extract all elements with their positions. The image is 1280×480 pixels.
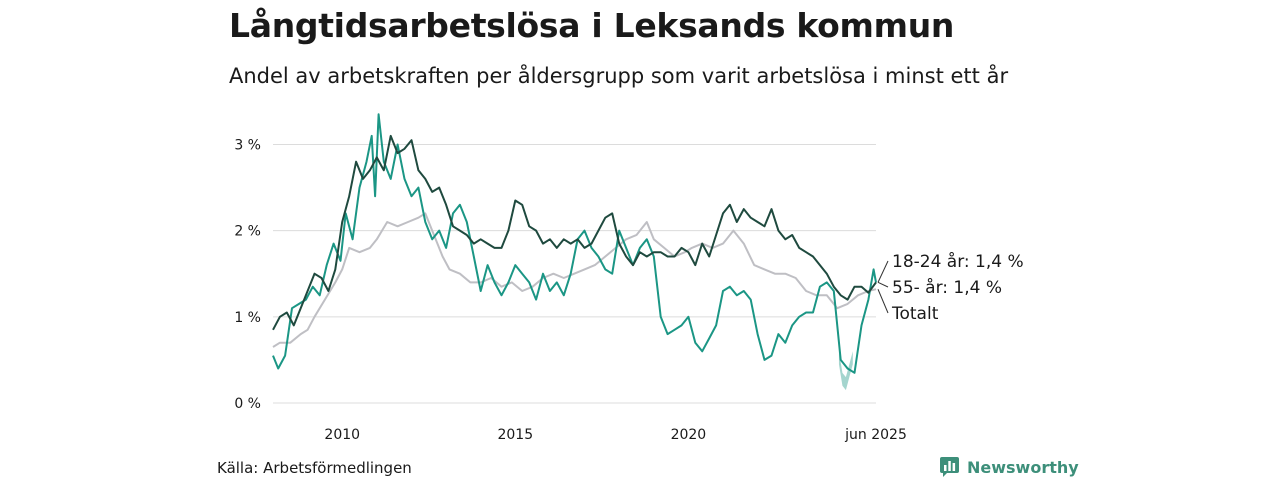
chart-subtitle: Andel av arbetskraften per åldersgrupp s… [229, 64, 1009, 88]
series-line-young [272, 113, 877, 374]
uncertainty-band [838, 351, 853, 391]
gridlines [273, 143, 876, 404]
y-tick-label: 3 % [234, 137, 261, 153]
series-label-old: 55- år: 1,4 % [892, 277, 1002, 298]
series-label-young: 18-24 år: 1,4 % [892, 251, 1024, 272]
y-tick-label: 2 % [234, 224, 261, 240]
leader-line-total [877, 289, 889, 314]
x-tick-label: 2020 [671, 427, 707, 443]
series-line-old [272, 134, 877, 331]
x-tick-label: jun 2025 [844, 427, 907, 443]
x-tick-label: 2010 [324, 427, 360, 443]
series-line-total [272, 212, 877, 348]
newsworthy-icon [940, 457, 959, 477]
y-tick-label: 1 % [234, 310, 261, 326]
series-lines [272, 113, 877, 374]
leader-line-young [877, 260, 889, 283]
uncertainty-band-layer [838, 351, 853, 391]
series-labels: Totalt 18-24 år: 1,4 % 55- år: 1,4 % [877, 251, 1024, 324]
x-tick-label: 2015 [497, 427, 533, 443]
source-note: Källa: Arbetsförmedlingen [217, 459, 412, 477]
y-tick-label: 0 % [234, 396, 261, 412]
newsworthy-logo[interactable]: Newsworthy [939, 456, 1079, 478]
chart-title: Långtidsarbetslösa i Leksands kommun [229, 6, 955, 45]
series-label-total: Totalt [891, 304, 939, 324]
axis-ticks: 0 % 1 % 2 % 3 % 2010 2015 2020 jun 2025 [234, 137, 907, 443]
leader-line-old [877, 281, 889, 288]
brand-name: Newsworthy [967, 457, 1079, 477]
